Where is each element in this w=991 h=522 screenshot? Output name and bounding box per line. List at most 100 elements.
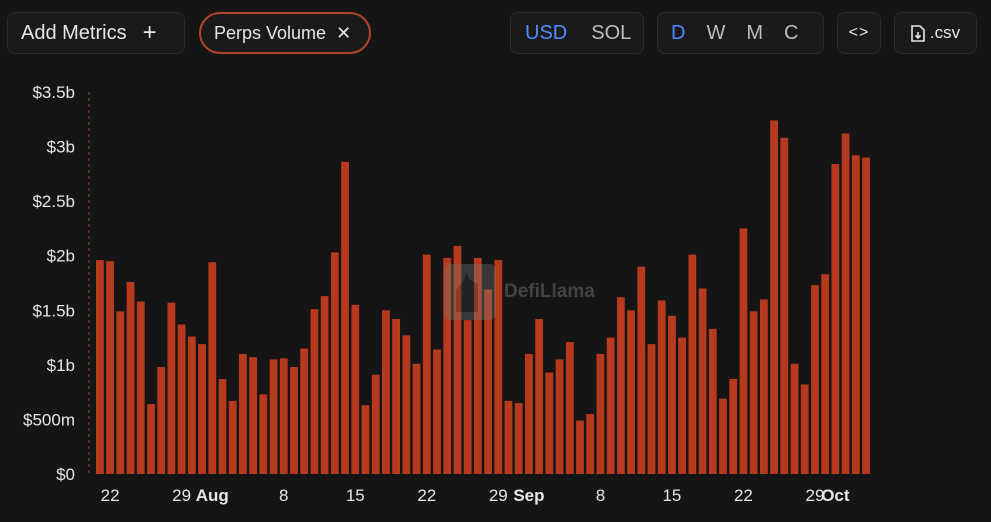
currency-option-usd[interactable]: USD	[525, 21, 568, 44]
y-tick-label: $500m	[23, 410, 75, 429]
bar[interactable]	[780, 137, 789, 474]
bar[interactable]	[862, 157, 870, 474]
bar[interactable]	[136, 301, 145, 474]
bar[interactable]	[586, 413, 595, 474]
bar[interactable]	[729, 379, 738, 474]
bar[interactable]	[555, 359, 564, 474]
bar[interactable]	[392, 319, 401, 474]
bar[interactable]	[310, 309, 319, 474]
bar[interactable]	[228, 400, 237, 474]
bar[interactable]	[831, 164, 840, 474]
embed-button[interactable]: <>	[837, 12, 881, 54]
bar[interactable]	[382, 310, 390, 474]
csv-label: .csv	[929, 23, 961, 42]
metric-chip-label: Perps Volume	[214, 22, 327, 43]
bar[interactable]	[239, 353, 247, 474]
bar[interactable]	[668, 315, 676, 474]
bar[interactable]	[514, 403, 523, 474]
x-tick-label: Sep	[513, 486, 544, 505]
bar[interactable]	[198, 344, 206, 474]
bar[interactable]	[525, 353, 533, 474]
bar[interactable]	[177, 324, 186, 474]
bar[interactable]	[749, 311, 758, 474]
x-tick-label: 8	[279, 486, 288, 505]
download-csv-button[interactable]: .csv	[894, 12, 977, 54]
bar[interactable]	[545, 372, 554, 474]
bar[interactable]	[678, 337, 687, 474]
bar[interactable]	[422, 254, 431, 474]
bar[interactable]	[259, 394, 268, 474]
bar[interactable]	[606, 337, 615, 474]
bar[interactable]	[800, 384, 809, 474]
bar[interactable]	[157, 367, 166, 474]
bar[interactable]	[698, 288, 707, 474]
y-tick-label: $1b	[47, 356, 75, 375]
bar[interactable]	[320, 296, 329, 474]
bar[interactable]	[708, 328, 717, 474]
bar[interactable]	[494, 260, 503, 474]
bar[interactable]	[341, 161, 349, 474]
bar[interactable]	[535, 319, 544, 474]
bar[interactable]	[739, 228, 748, 474]
bar[interactable]	[279, 358, 288, 474]
bar[interactable]	[371, 374, 380, 474]
bar[interactable]	[811, 285, 819, 474]
bar[interactable]	[402, 335, 411, 474]
bar[interactable]	[688, 254, 697, 474]
bar[interactable]	[504, 400, 513, 474]
bar[interactable]	[453, 245, 462, 474]
bar[interactable]	[484, 289, 492, 474]
bar[interactable]	[351, 304, 360, 474]
y-tick-label: $3b	[47, 138, 75, 157]
bar[interactable]	[616, 297, 625, 474]
close-icon[interactable]: ✕	[336, 22, 352, 43]
bar[interactable]	[126, 281, 135, 474]
x-tick-label: 8	[596, 486, 605, 505]
bar[interactable]	[719, 398, 727, 474]
period-option-d[interactable]: D	[671, 21, 686, 44]
plus-icon: +	[142, 19, 157, 46]
bar[interactable]	[576, 420, 584, 474]
bar[interactable]	[627, 310, 635, 474]
period-option-m[interactable]: M	[746, 21, 764, 44]
bar[interactable]	[300, 348, 309, 474]
x-tick-label: 22	[417, 486, 436, 505]
metric-chip-perps-volume[interactable]: Perps Volume ✕	[199, 12, 371, 54]
bar[interactable]	[657, 300, 666, 474]
bar[interactable]	[473, 257, 482, 474]
currency-option-sol[interactable]: SOL	[591, 21, 632, 44]
bar[interactable]	[187, 336, 196, 474]
bar[interactable]	[116, 311, 125, 474]
bar[interactable]	[770, 120, 778, 475]
add-metrics-button[interactable]: Add Metrics +	[7, 12, 185, 54]
bar[interactable]	[433, 349, 441, 474]
bar[interactable]	[249, 357, 258, 474]
bar[interactable]	[596, 353, 605, 474]
bar[interactable]	[96, 260, 104, 474]
bar[interactable]	[361, 405, 370, 474]
bar[interactable]	[269, 359, 278, 474]
bar[interactable]	[841, 133, 850, 474]
bar[interactable]	[851, 155, 860, 474]
period-option-w[interactable]: W	[706, 21, 726, 44]
bar[interactable]	[821, 274, 830, 474]
bar[interactable]	[565, 341, 574, 474]
bar[interactable]	[790, 363, 799, 474]
bar[interactable]	[637, 266, 646, 474]
bar[interactable]	[759, 299, 768, 474]
bar[interactable]	[167, 302, 176, 474]
period-option-c[interactable]: C	[784, 21, 799, 44]
bar[interactable]	[463, 320, 472, 474]
y-tick-label: $2b	[47, 247, 75, 266]
bar[interactable]	[147, 404, 155, 474]
x-tick-label: 22	[734, 486, 753, 505]
bar[interactable]	[218, 379, 227, 474]
bar[interactable]	[208, 262, 217, 474]
bar[interactable]	[412, 363, 421, 474]
bar[interactable]	[106, 261, 115, 474]
bar[interactable]	[647, 344, 656, 474]
bar[interactable]	[290, 367, 298, 474]
bar[interactable]	[330, 252, 339, 474]
bar[interactable]	[443, 257, 452, 474]
